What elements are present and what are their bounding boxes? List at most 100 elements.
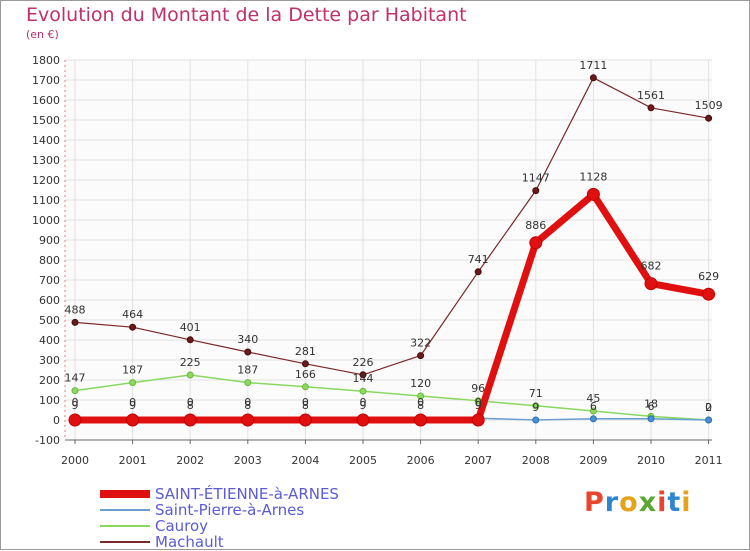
x-tick-label: 2002 [176, 454, 204, 467]
data-label-machault: 281 [295, 345, 316, 358]
data-point-saint-etienne [414, 413, 428, 427]
data-label-saint-pierre: 8 [417, 399, 424, 412]
data-label-saint-pierre: 9 [72, 399, 79, 412]
data-label-machault: 488 [65, 303, 86, 316]
y-tick-label: 900 [39, 234, 60, 247]
data-label-machault: 340 [237, 333, 258, 346]
logo-letter: i [657, 487, 668, 518]
y-tick-label: 1800 [32, 54, 60, 67]
logo-letter: i [681, 487, 692, 518]
data-point-cauroy [417, 392, 425, 400]
y-tick-label: 1100 [32, 194, 60, 207]
x-tick-label: 2000 [61, 454, 89, 467]
data-label-saint-etienne: 0 [360, 396, 367, 409]
data-point-machault [129, 323, 137, 331]
y-tick-label: 0 [53, 414, 60, 427]
x-tick-label: 2007 [464, 454, 492, 467]
data-point-cauroy [244, 379, 252, 387]
data-label-cauroy: 18 [644, 397, 658, 410]
legend-swatch-saint-etienne [100, 490, 150, 498]
data-label-cauroy: 225 [180, 356, 201, 369]
data-label-saint-pierre: 9 [129, 399, 136, 412]
data-label-saint-pierre: 9 [532, 401, 539, 414]
legend-label-saint-pierre: Saint-Pierre-à-Arnes [155, 501, 305, 519]
data-label-saint-pierre: 6 [590, 400, 597, 413]
data-label-saint-etienne: 0 [187, 396, 194, 409]
data-point-cauroy [359, 387, 367, 395]
y-tick-label: 1500 [32, 114, 60, 127]
data-point-saint-pierre [705, 416, 713, 424]
x-tick-label: 2005 [349, 454, 377, 467]
data-label-machault: 1509 [695, 99, 723, 112]
logo-letter: r [604, 487, 620, 518]
data-point-saint-etienne [529, 236, 543, 250]
legend-label-cauroy: Cauroy [155, 517, 209, 535]
data-point-saint-pierre [647, 415, 655, 423]
data-point-cauroy [532, 402, 540, 410]
data-label-saint-etienne: 629 [698, 270, 719, 283]
data-label-saint-pierre: 8 [302, 399, 309, 412]
data-point-cauroy [186, 371, 194, 379]
data-point-cauroy [71, 387, 79, 395]
y-tick-label: 1400 [32, 134, 60, 147]
x-tick-label: 2010 [637, 454, 665, 467]
data-label-saint-etienne: 682 [641, 260, 662, 273]
series-line-cauroy [74, 374, 710, 421]
data-point-machault [474, 268, 482, 276]
y-tick-label: 400 [39, 334, 60, 347]
chart-subtitle: (en €) [26, 28, 59, 41]
x-tick-label: 2006 [407, 454, 435, 467]
y-tick-label: 300 [39, 354, 60, 367]
y-tick-label: 800 [39, 254, 60, 267]
x-tick-label: 2011 [695, 454, 723, 467]
data-label-saint-etienne: 1128 [579, 170, 607, 183]
data-label-cauroy: 120 [410, 377, 431, 390]
data-label-saint-etienne: 0 [129, 396, 136, 409]
series-line-saint-etienne [71, 190, 713, 424]
data-label-saint-pierre: 8 [187, 399, 194, 412]
logo-letter: P [584, 487, 605, 518]
legend-label-machault: Machault [155, 533, 224, 551]
data-point-machault [301, 360, 309, 368]
data-point-saint-etienne [68, 413, 82, 427]
data-point-saint-etienne [702, 287, 716, 301]
logo-letter: t [667, 487, 682, 518]
data-label-cauroy: 144 [353, 372, 374, 385]
plot-area [65, 60, 712, 440]
data-point-saint-etienne [356, 413, 370, 427]
data-label-cauroy: 96 [471, 382, 485, 395]
data-label-saint-etienne: 0 [244, 396, 251, 409]
series-line-machault [74, 77, 710, 376]
data-point-machault [244, 348, 252, 356]
data-point-machault [532, 187, 540, 195]
y-tick-label: 1000 [32, 214, 60, 227]
data-point-saint-pierre [589, 415, 597, 423]
legend-swatch-saint-pierre [100, 509, 150, 511]
data-label-saint-pierre: 6 [648, 400, 655, 413]
data-label-saint-etienne: 886 [525, 219, 546, 232]
x-tick-label: 2003 [234, 454, 262, 467]
data-label-saint-pierre: 8 [244, 399, 251, 412]
legend-swatch-machault [100, 541, 150, 543]
y-tick-label: 200 [39, 374, 60, 387]
data-point-cauroy [129, 379, 137, 387]
data-point-saint-pierre [532, 416, 540, 424]
data-label-saint-pierre: 9 [475, 399, 482, 412]
data-label-machault: 464 [122, 308, 143, 321]
data-point-machault [71, 318, 79, 326]
data-label-machault: 322 [410, 337, 431, 350]
data-label-saint-pierre: 9 [360, 399, 367, 412]
y-tick-label: 100 [39, 394, 60, 407]
data-point-machault [647, 104, 655, 112]
data-label-machault: 1561 [637, 89, 665, 102]
data-point-saint-etienne [471, 413, 485, 427]
data-label-cauroy: 187 [237, 364, 258, 377]
data-label-machault: 401 [180, 321, 201, 334]
data-point-cauroy [301, 383, 309, 391]
x-tick-label: 2009 [579, 454, 607, 467]
x-tick-label: 2004 [291, 454, 319, 467]
data-label-machault: 226 [353, 356, 374, 369]
data-label-cauroy: 45 [586, 392, 600, 405]
data-point-machault [359, 371, 367, 379]
